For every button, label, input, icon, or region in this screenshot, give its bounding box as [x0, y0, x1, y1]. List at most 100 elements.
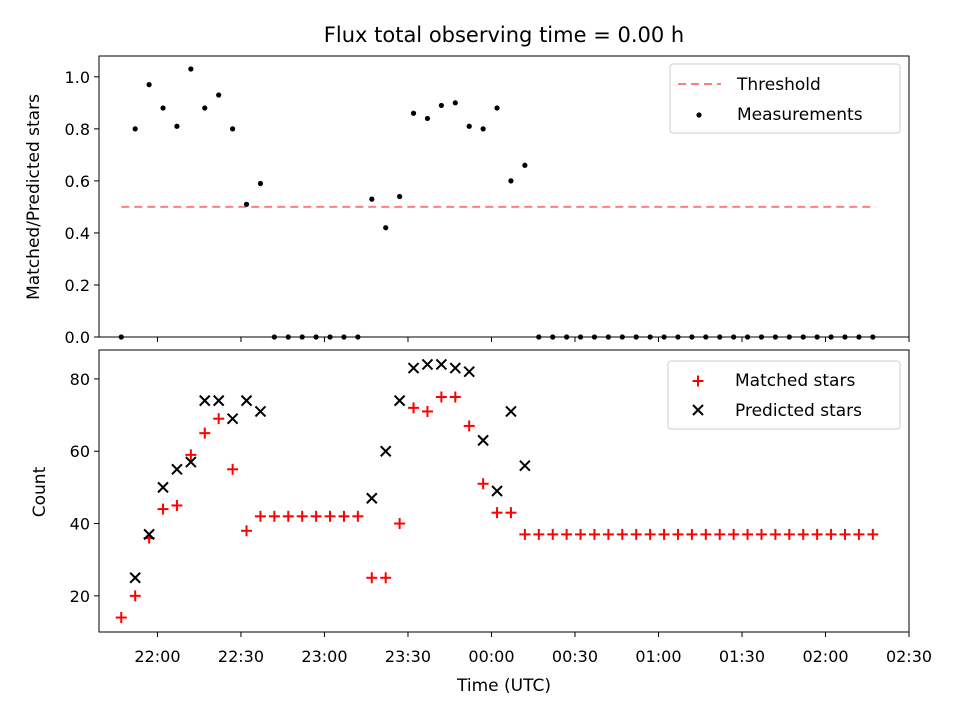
matched-point	[547, 528, 559, 540]
measurement-point	[355, 334, 361, 340]
count-y-axis-label: Count	[30, 466, 50, 517]
matched-point	[742, 528, 754, 540]
matched-point	[115, 612, 127, 624]
matched-point	[825, 528, 837, 540]
predicted-point-b	[185, 456, 197, 468]
measurement-point	[397, 193, 403, 200]
matched-point	[519, 528, 531, 540]
matched-point	[185, 449, 197, 461]
matched-point	[839, 528, 851, 540]
measurement-point	[550, 334, 556, 340]
predicted-point-b	[366, 492, 378, 504]
count-y-tick-label: 80	[70, 370, 90, 389]
ratio-panel: 0.0 0.2 0.4 0.6 0.8 1.0 Matched/Predicted sta…	[24, 55, 910, 347]
count-x-tick-label: 23:30	[385, 647, 431, 666]
predicted-point-b	[157, 481, 169, 494]
measurement-point	[452, 100, 458, 106]
measurement-point	[438, 102, 444, 109]
matched-point	[254, 510, 266, 522]
matched-point	[157, 503, 169, 515]
predicted-point-b	[393, 394, 406, 407]
measurement-point	[647, 334, 653, 340]
matched-point	[853, 528, 865, 540]
measurement-point	[689, 334, 695, 340]
ratio-y-ticks: 0.0 0.2 0.4 0.6 0.8 1.0	[65, 68, 99, 347]
matched-point	[282, 510, 294, 522]
measurement-point	[744, 334, 751, 340]
count-x-tick-label: 22:00	[134, 647, 180, 666]
ratio-marks	[118, 66, 876, 340]
matched-point	[602, 528, 614, 540]
matched-point	[421, 405, 433, 417]
matched-point	[449, 391, 461, 403]
measurement-point	[800, 334, 806, 340]
predicted-point-b	[435, 358, 448, 371]
measurements-legend-label: Measurements	[737, 105, 863, 125]
measurement-point	[564, 334, 570, 340]
measurement-point	[522, 162, 528, 168]
measurement-point	[758, 334, 765, 340]
measurement-point	[271, 334, 277, 340]
measurement-point	[341, 334, 347, 340]
count-x-tick-label: 23:00	[301, 647, 347, 666]
count-x-tick-label: 00:30	[552, 647, 598, 666]
predicted-point	[171, 463, 183, 476]
measurement-point	[577, 334, 584, 340]
ratio-x-ticks	[156, 337, 910, 342]
matched-point	[575, 528, 587, 540]
matched-point	[700, 528, 712, 540]
measurement-point	[327, 334, 333, 340]
predicted-point	[199, 394, 211, 407]
ratio-y-tick-label: 0.4	[65, 224, 90, 243]
predicted-point	[185, 456, 197, 468]
measurement-point	[633, 334, 639, 340]
measurement-point	[717, 334, 723, 340]
matched-point	[658, 528, 670, 540]
measurement-point	[828, 334, 834, 340]
predicted-point-b	[199, 394, 211, 407]
matched-point	[755, 528, 767, 540]
measurement-point	[257, 180, 264, 187]
matched-legend-marker	[692, 375, 704, 387]
predicted-point-b	[449, 362, 461, 374]
predicted-point	[143, 528, 155, 541]
predicted-point	[519, 459, 531, 472]
ratio-legend-box	[669, 63, 901, 134]
predicted-point	[157, 481, 169, 494]
measurement-point	[508, 178, 514, 184]
measurements-legend-marker	[696, 112, 702, 118]
measurement-point	[202, 105, 208, 111]
matched-point	[129, 590, 141, 602]
matched-point	[310, 510, 322, 522]
predicted-point	[435, 358, 448, 371]
matched-point	[672, 528, 684, 540]
measurement-point	[216, 92, 222, 98]
measurement-point	[661, 334, 667, 340]
measurement-point	[786, 334, 792, 340]
measurement-point	[675, 334, 681, 340]
matched-point	[408, 402, 420, 414]
predicted-point-b	[254, 405, 267, 418]
predicted-point	[129, 572, 141, 584]
predicted-point	[212, 394, 225, 407]
matched-point	[783, 528, 795, 540]
count-y-tick-label: 60	[70, 442, 90, 461]
matched-point	[352, 510, 364, 522]
measurement-point	[494, 105, 500, 111]
matched-point	[241, 525, 253, 537]
measurement-point	[230, 126, 236, 132]
matched-point	[505, 507, 517, 519]
measurement-point	[703, 334, 709, 340]
count-x-tick-label: 01:00	[635, 647, 681, 666]
matched-point	[199, 427, 211, 439]
ratio-y-axis-label: Matched/Predicted stars	[24, 94, 44, 300]
matched-point	[616, 528, 628, 540]
measurement-point	[870, 334, 876, 340]
measurement-point	[313, 334, 319, 340]
predicted-point	[463, 365, 475, 378]
predicted-point	[421, 358, 434, 371]
ratio-y-tick-label: 1.0	[65, 68, 90, 87]
predicted-point-b	[463, 365, 475, 378]
predicted-point	[393, 394, 406, 407]
